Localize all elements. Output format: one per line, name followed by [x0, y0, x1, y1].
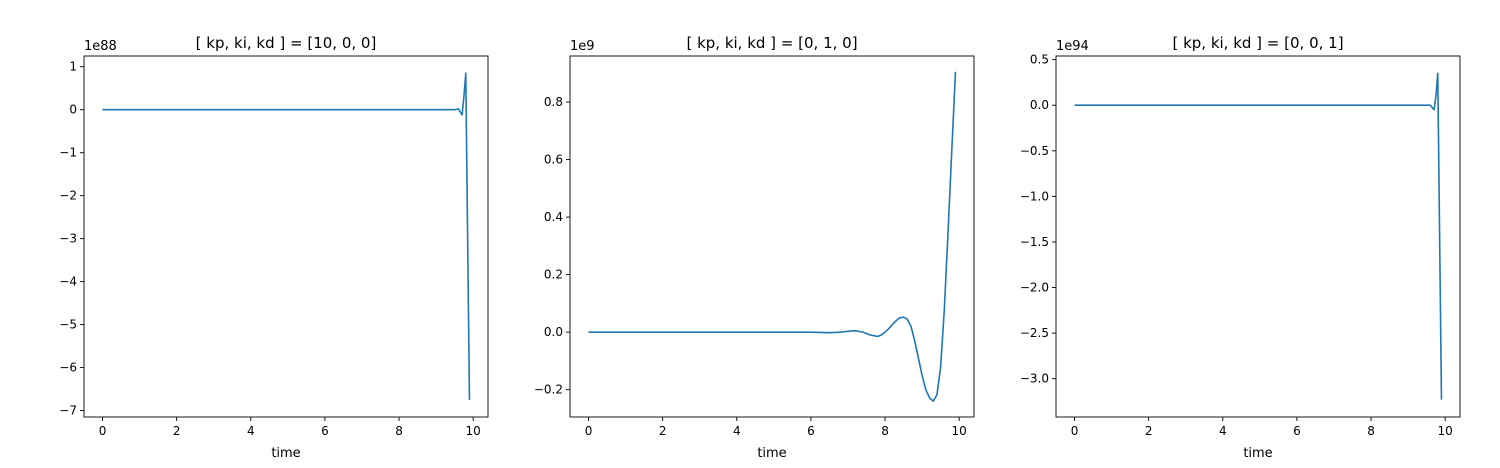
chart-title: [ kp, ki, kd ] = [0, 0, 1]: [1172, 34, 1343, 52]
x-axis-label: time: [757, 446, 786, 461]
x-tick-label: 6: [807, 424, 815, 438]
y-tick-label: −7: [59, 404, 77, 418]
y-tick-label: 1: [69, 60, 77, 74]
plot-frame: [1055, 55, 1461, 418]
x-tick-label: 6: [321, 424, 329, 438]
chart-title: [ kp, ki, kd ] = [10, 0, 0]: [196, 34, 377, 52]
y-tick-label: 0.0: [1030, 98, 1049, 112]
chart-title: [ kp, ki, kd ] = [0, 1, 0]: [686, 34, 857, 52]
y-tick-label: −2.5: [1020, 326, 1049, 340]
y-tick-label: 0.0: [544, 325, 563, 339]
x-tick-label: 2: [173, 424, 181, 438]
y-tick-label: 0: [69, 103, 77, 117]
x-tick-label: 10: [466, 424, 481, 438]
y-tick-label: −5: [59, 318, 77, 332]
y-offset-text: 1e94: [1056, 39, 1089, 54]
y-offset-text: 1e9: [570, 39, 595, 54]
x-axis-label: time: [1243, 446, 1272, 461]
y-tick-label: −2: [59, 189, 77, 203]
y-tick-label: 0.6: [544, 153, 563, 167]
y-tick-label: −3.0: [1020, 372, 1049, 386]
plot-frame: [83, 55, 489, 418]
plot-frame: [569, 55, 975, 418]
y-tick-label: −3: [59, 232, 77, 246]
x-tick-label: 4: [733, 424, 741, 438]
series-line: [588, 71, 957, 402]
y-tick-label: 0.5: [1030, 53, 1049, 67]
x-tick-label: 8: [881, 424, 889, 438]
series-line: [102, 72, 471, 400]
x-tick-label: 0: [585, 424, 593, 438]
x-tick-label: 4: [1219, 424, 1227, 438]
x-tick-label: 0: [99, 424, 107, 438]
y-tick-label: −2.0: [1020, 281, 1049, 295]
x-tick-label: 2: [659, 424, 667, 438]
y-tick-label: −1: [59, 146, 77, 160]
y-tick-label: −0.2: [534, 383, 563, 397]
subplot-3: [ kp, ki, kd ] = [0, 0, 1] 1e94 0 2 4 6 8 10 0.5…: [1020, 34, 1461, 461]
y-tick-label: −1.5: [1020, 235, 1049, 249]
y-tick-label: −4: [59, 275, 77, 289]
y-tick-label: 0.4: [544, 210, 563, 224]
x-tick-label: 10: [952, 424, 967, 438]
y-tick-label: 0.8: [544, 95, 563, 109]
x-tick-label: 2: [1145, 424, 1153, 438]
y-tick-label: −6: [59, 361, 77, 375]
subplot-2: [ kp, ki, kd ] = [0, 1, 0] 1e9 0 2 4 6 8 10 0.8 0…: [534, 34, 975, 461]
x-tick-label: 6: [1293, 424, 1301, 438]
series-line: [1074, 72, 1443, 400]
x-axis-label: time: [271, 446, 300, 461]
y-tick-label: 0.2: [544, 268, 563, 282]
x-tick-label: 4: [247, 424, 255, 438]
y-tick-label: −0.5: [1020, 144, 1049, 158]
y-offset-text: 1e88: [84, 39, 117, 54]
x-tick-label: 10: [1438, 424, 1453, 438]
y-tick-label: −1.0: [1020, 189, 1049, 203]
x-tick-label: 8: [395, 424, 403, 438]
x-tick-label: 8: [1367, 424, 1375, 438]
x-tick-label: 0: [1071, 424, 1079, 438]
